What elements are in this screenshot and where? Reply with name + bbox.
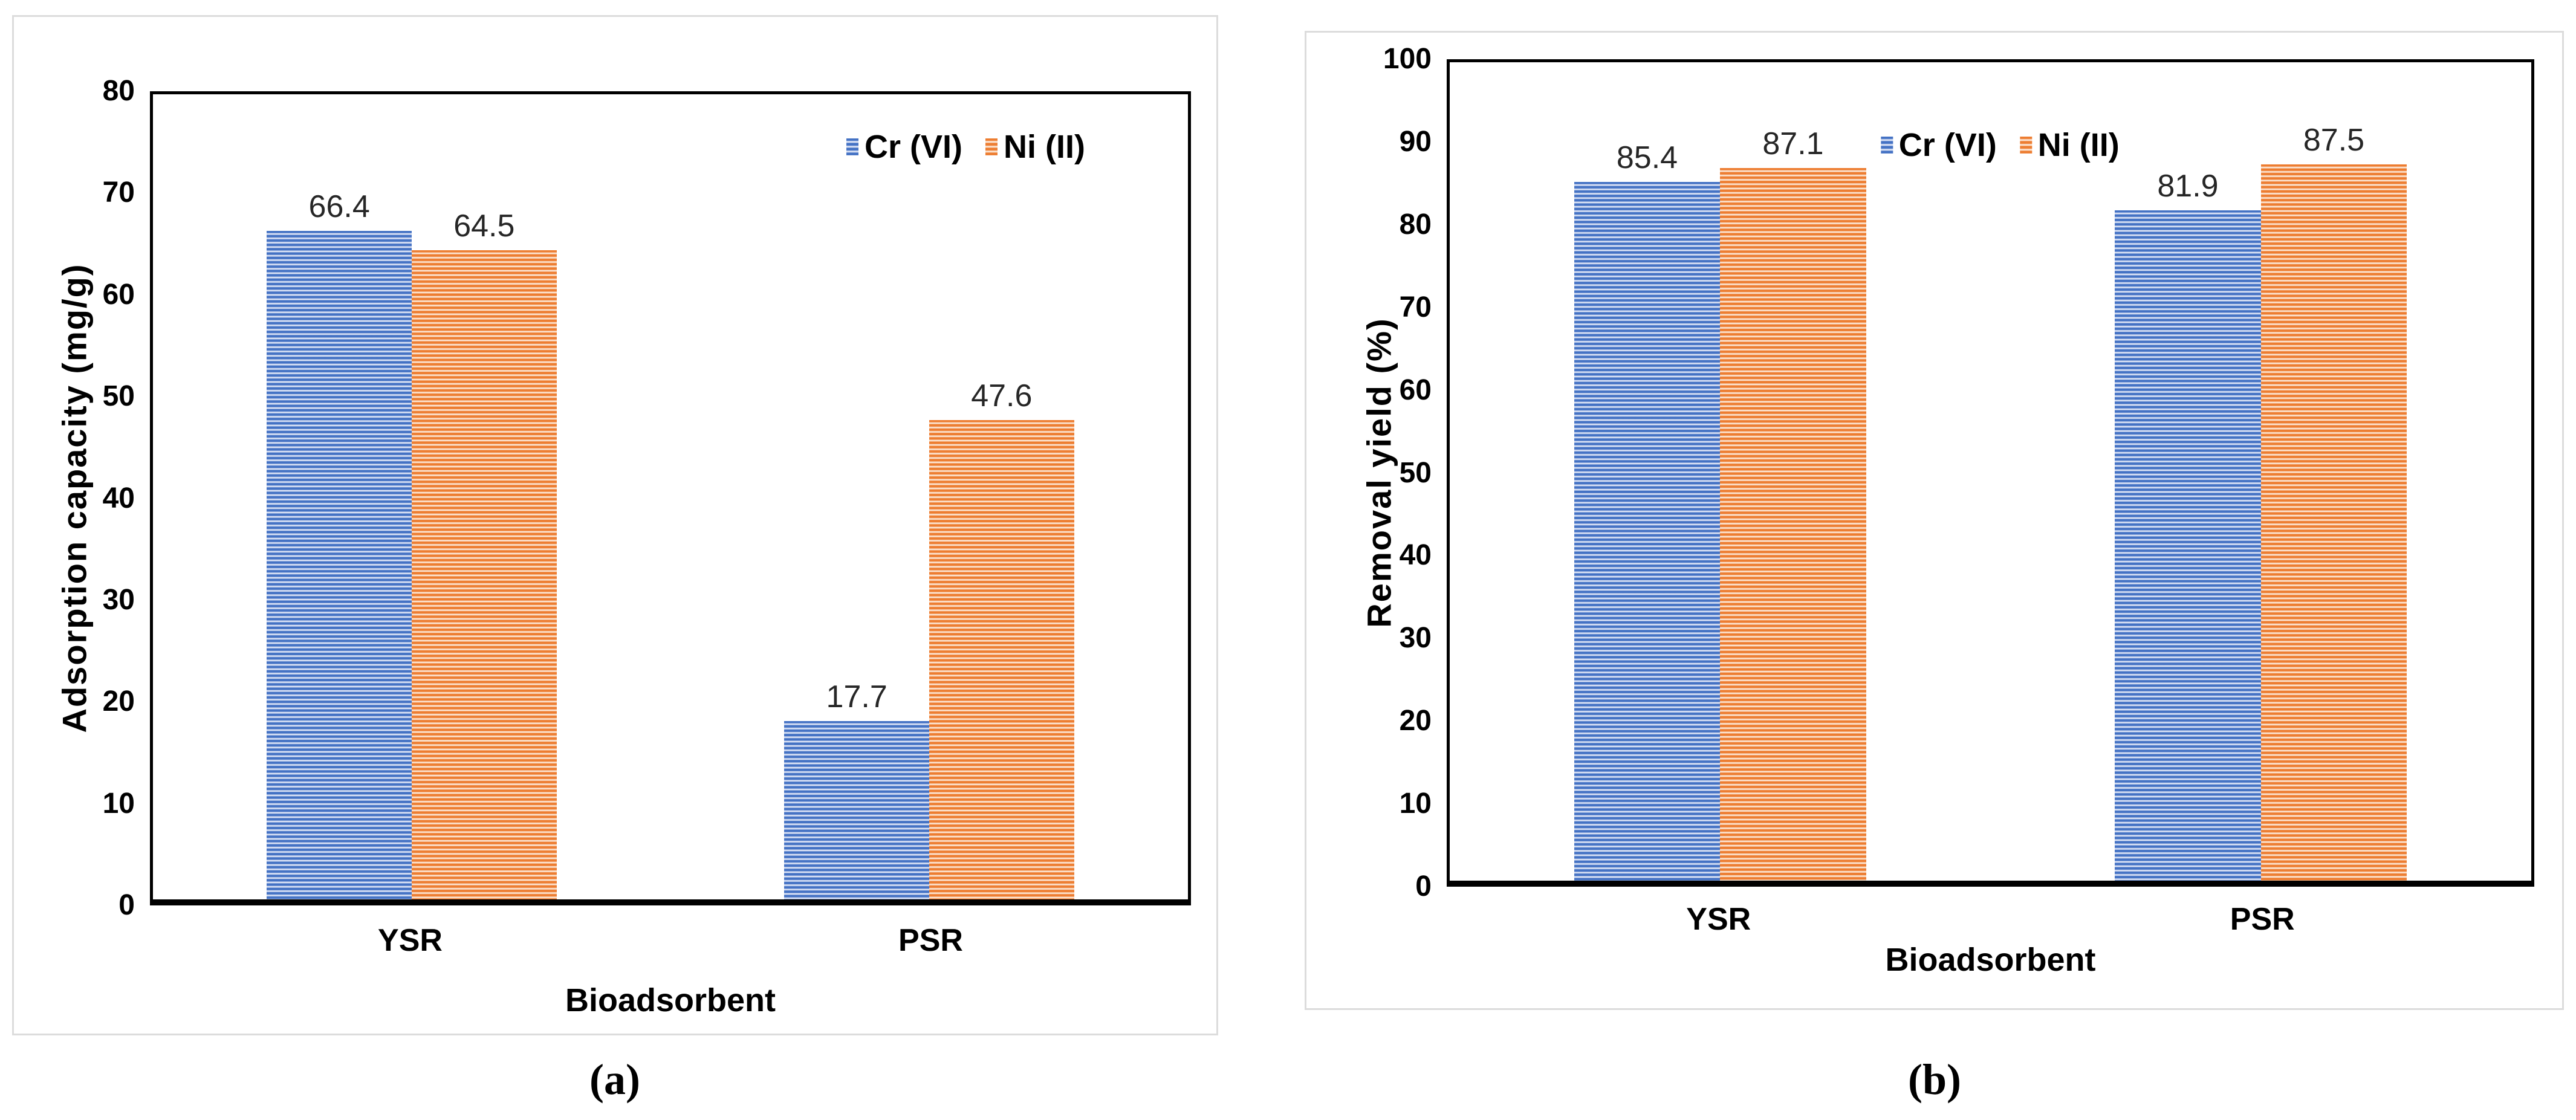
- y-tick-label: 0: [1415, 870, 1432, 902]
- y-tick-label: 50: [1399, 456, 1432, 489]
- y-tick-label: 40: [102, 482, 135, 514]
- bar-slot: 47.6: [929, 94, 1074, 899]
- y-tick-label: 10: [1399, 788, 1432, 820]
- chart-panel-a: Adsorption capacity (mg/g) 0 10 20 30 40 50 60…: [12, 15, 1218, 1035]
- y-tick-label: 30: [1399, 622, 1432, 655]
- bar-cr-vi-ysr: [267, 231, 412, 899]
- bar-value-label: 85.4: [1616, 140, 1678, 175]
- y-tick-label: 90: [1399, 125, 1432, 158]
- y-tick-label: 70: [1399, 291, 1432, 323]
- bar-ni-ii-psr: [2260, 164, 2407, 881]
- y-tick-label: 60: [102, 278, 135, 311]
- category-group-psr: 81.9 87.5: [1991, 62, 2532, 881]
- category-group-psr: 17.7 47.6: [670, 94, 1188, 899]
- x-category-label-ysr: YSR: [1686, 902, 1751, 937]
- y-tick-label: 50: [102, 380, 135, 413]
- y-tick-label: 0: [118, 889, 135, 921]
- bar-ni-ii-psr: [929, 420, 1074, 899]
- plot-area: 66.4 64.5 17.7 47.6 Cr (VI) Ni (II): [150, 91, 1191, 905]
- y-axis-tick-labels: 0 10 20 30 40 50 60 70 80: [14, 77, 135, 920]
- bar-slot: 66.4: [267, 94, 412, 899]
- y-tick-label: 30: [102, 583, 135, 616]
- x-axis-title: Bioadsorbent: [1885, 942, 2096, 978]
- legend: Cr (VI) Ni (II): [846, 131, 1085, 163]
- bars-layer: 85.4 87.1 81.9 87.5: [1450, 62, 2531, 881]
- figure-caption-a: (a): [589, 1055, 640, 1104]
- bar-cr-vi-psr: [2115, 210, 2261, 881]
- bar-slot: 81.9: [2115, 62, 2261, 881]
- legend-item-ni-ii: Ni (II): [2019, 127, 2120, 163]
- category-group-ysr: 85.4 87.1: [1450, 62, 1991, 881]
- legend-marker-icon: [985, 138, 998, 155]
- bar-value-label: 66.4: [308, 189, 370, 225]
- y-tick-label: 100: [1383, 43, 1432, 75]
- bar-slot: 85.4: [1574, 62, 1721, 881]
- bar-value-label: 64.5: [453, 209, 515, 244]
- legend-item-cr-vi: Cr (VI): [1880, 127, 1997, 163]
- y-axis-tick-labels: 0 10 20 30 40 50 60 70 80 90 100: [1306, 45, 1432, 901]
- bars-layer: 66.4 64.5 17.7 47.6: [153, 94, 1188, 899]
- y-tick-label: 10: [102, 787, 135, 820]
- bar-value-label: 87.5: [2303, 123, 2365, 158]
- bar-cr-vi-psr: [784, 721, 929, 899]
- legend-item-cr-vi: Cr (VI): [846, 131, 962, 163]
- x-category-label-ysr: YSR: [378, 923, 443, 958]
- bar-cr-vi-ysr: [1574, 181, 1721, 881]
- x-axis-title: Bioadsorbent: [565, 982, 776, 1018]
- bar-ni-ii-ysr: [412, 250, 557, 899]
- x-category-labels: YSR PSR: [1447, 904, 2534, 935]
- bar-value-label: 47.6: [971, 378, 1033, 414]
- figure-caption-b: (b): [1908, 1055, 1961, 1104]
- legend-marker-icon: [846, 138, 859, 155]
- bar-value-label: 81.9: [2157, 169, 2219, 204]
- y-tick-label: 60: [1399, 374, 1432, 406]
- legend-marker-icon: [2019, 137, 2032, 154]
- bar-slot: 17.7: [784, 94, 929, 899]
- x-category-label-psr: PSR: [2230, 902, 2295, 937]
- x-category-label-psr: PSR: [898, 923, 963, 958]
- y-tick-label: 80: [102, 75, 135, 107]
- x-category-labels: YSR PSR: [150, 925, 1191, 956]
- y-tick-label: 20: [1399, 705, 1432, 737]
- legend-item-ni-ii: Ni (II): [985, 131, 1085, 163]
- plot-area: 85.4 87.1 81.9 87.5 Cr (VI) Ni (II): [1447, 59, 2534, 887]
- legend-label: Ni (II): [1004, 129, 1085, 165]
- legend-label: Cr (VI): [865, 129, 963, 165]
- category-group-ysr: 66.4 64.5: [153, 94, 670, 899]
- bar-value-label: 17.7: [826, 679, 887, 715]
- y-tick-label: 80: [1399, 208, 1432, 241]
- chart-panel-b: Removal yield (%) 0 10 20 30 40 50 60 70 80 90 100…: [1305, 31, 2564, 1010]
- legend-marker-icon: [1880, 137, 1893, 154]
- bar-slot: 87.1: [1720, 62, 1866, 881]
- bar-value-label: 87.1: [1762, 126, 1824, 161]
- legend-label: Ni (II): [2037, 127, 2120, 163]
- y-tick-label: 70: [102, 176, 135, 209]
- bar-ni-ii-ysr: [1720, 167, 1866, 881]
- legend-label: Cr (VI): [1898, 127, 1997, 163]
- bar-slot: 87.5: [2260, 62, 2407, 881]
- y-tick-label: 40: [1399, 539, 1432, 572]
- y-tick-label: 20: [102, 685, 135, 718]
- bar-slot: 64.5: [412, 94, 557, 899]
- legend: Cr (VI) Ni (II): [1880, 127, 2120, 163]
